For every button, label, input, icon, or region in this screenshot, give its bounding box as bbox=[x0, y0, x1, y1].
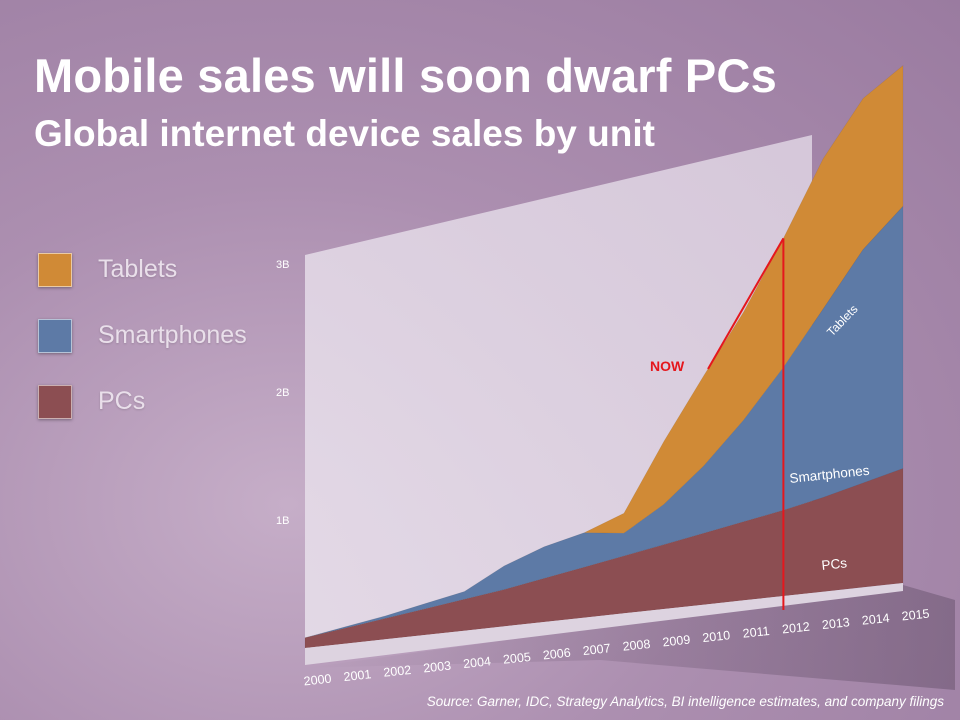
x-tick-label: 2011 bbox=[742, 624, 770, 641]
source-note: Source: Garner, IDC, Strategy Analytics,… bbox=[426, 694, 944, 709]
x-tick-label: 2003 bbox=[423, 659, 452, 676]
x-tick-label: 2004 bbox=[462, 654, 491, 671]
now-marker-leader bbox=[707, 237, 785, 370]
x-tick-label: 2002 bbox=[383, 663, 412, 680]
legend-label-smartphones: Smartphones bbox=[98, 321, 247, 349]
legend-swatch-tablets bbox=[38, 253, 72, 287]
now-annotation: NOW bbox=[650, 358, 685, 374]
x-tick-label: 2008 bbox=[622, 637, 651, 654]
x-tick-label: 2000 bbox=[303, 672, 332, 689]
x-tick-label: 2010 bbox=[702, 628, 731, 645]
x-tick-label: 2006 bbox=[542, 646, 571, 663]
legend-swatch-pcs bbox=[38, 385, 72, 419]
x-tick-label: 2013 bbox=[821, 615, 850, 632]
x-tick-label: 2012 bbox=[781, 620, 810, 637]
legend-swatch-smartphones bbox=[38, 319, 72, 353]
legend-label-tablets: Tablets bbox=[98, 255, 178, 283]
x-tick-label: 2015 bbox=[901, 607, 930, 624]
x-tick-label: 2009 bbox=[662, 633, 691, 650]
y-tick-label: 1B bbox=[276, 515, 289, 527]
chart-title: Mobile sales will soon dwarf PCs bbox=[34, 49, 777, 102]
y-tick-label: 2B bbox=[276, 387, 289, 399]
series-label-pcs: PCs bbox=[821, 555, 848, 573]
chart-base bbox=[305, 583, 903, 665]
y-tick-label: 3B bbox=[276, 259, 289, 271]
legend-label-pcs: PCs bbox=[98, 387, 146, 415]
x-tick-label: 2001 bbox=[343, 667, 372, 684]
floor-shadow bbox=[305, 585, 955, 690]
x-tick-label: 2005 bbox=[502, 650, 531, 667]
x-tick-label: 2007 bbox=[582, 641, 611, 658]
x-tick-label: 2014 bbox=[861, 611, 890, 628]
chart-subtitle: Global internet device sales by unit bbox=[34, 113, 655, 154]
